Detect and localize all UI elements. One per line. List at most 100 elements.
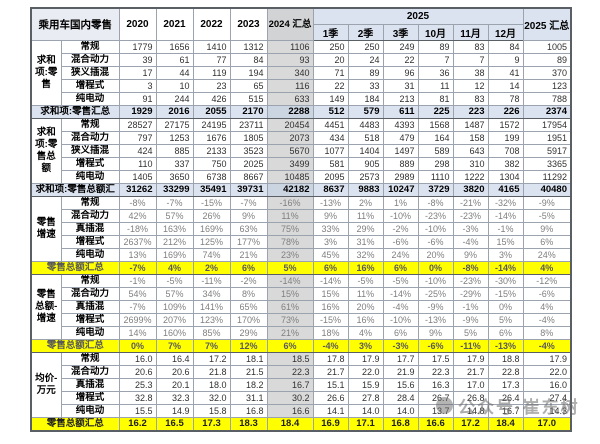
total-cell: 17.3 <box>192 417 231 432</box>
total-cell: 40480 <box>522 183 572 197</box>
data-cell: 515 <box>229 92 268 106</box>
data-cell: 6% <box>487 326 524 340</box>
data-cell: 24195 <box>192 118 231 132</box>
data-cell: 14 <box>487 79 524 93</box>
data-cell: -1% <box>118 274 157 288</box>
data-cell: 4451 <box>312 118 349 132</box>
data-cell: 1106 <box>266 40 314 54</box>
total-cell: -8% <box>452 261 489 275</box>
data-cell: 1222 <box>452 170 489 184</box>
data-cell: 9 <box>487 53 524 67</box>
data-cell: 750 <box>192 157 231 171</box>
total-row-label: 零售总额汇总 <box>30 339 120 353</box>
category-label: 增程式 <box>60 391 120 405</box>
total-cell: 31262 <box>118 183 157 197</box>
data-cell: 581 <box>312 157 349 171</box>
data-cell: 14.9 <box>155 404 194 418</box>
data-cell: -7% <box>118 300 157 314</box>
total-cell: 6% <box>266 339 314 353</box>
data-cell: 9% <box>229 209 268 223</box>
data-cell: -4% <box>522 313 572 327</box>
data-cell: 74% <box>192 248 231 262</box>
data-cell: 1405 <box>118 170 157 184</box>
data-cell: 5% <box>452 326 489 340</box>
data-cell: -2% <box>229 274 268 288</box>
data-cell: 14.0 <box>347 404 384 418</box>
data-cell: 8667 <box>229 170 268 184</box>
data-cell: 1572 <box>487 118 524 132</box>
data-cell: 1304 <box>487 170 524 184</box>
data-cell: 26.6 <box>312 391 349 405</box>
total-cell: -14% <box>487 261 524 275</box>
data-cell: 3365 <box>522 157 572 171</box>
data-cell: 71 <box>312 66 349 80</box>
total-row-label: 零售总额汇总 <box>30 417 120 432</box>
data-cell: 22.0 <box>347 365 384 379</box>
table-row: 混合动力 42% 57% 26% 9% 11% 9% 11% -10% -23% -23% -14% -… <box>31 209 572 223</box>
total-cell: -6% <box>417 339 454 353</box>
data-cell: -6% <box>417 235 454 249</box>
data-cell: 21.9 <box>382 365 419 379</box>
total-cell: 17.2 <box>452 417 489 432</box>
total-row-label: 求和项:零售汇总 <box>30 105 120 119</box>
total-row: 求和项:零售总额汇 31262 33299 35491 39731 42182 8637 98… <box>30 183 572 197</box>
data-cell: 298 <box>417 157 454 171</box>
category-label: 纯电动 <box>60 170 120 184</box>
category-label: 常规 <box>60 352 120 366</box>
table-row: 增程式 2637% 212% 125% 177% 78% 3% 31% -6% -6% -4% 15%… <box>31 235 572 249</box>
data-cell: 3499 <box>266 157 314 171</box>
data-cell: 16.4 <box>155 352 194 366</box>
total-row: 求和项:零售汇总 1929 2016 2055 2170 2288 512 579 611 225… <box>30 105 572 119</box>
data-cell: 194 <box>229 66 268 80</box>
category-label: 增程式 <box>60 313 120 327</box>
data-cell: -11% <box>192 274 231 288</box>
data-cell: -14% <box>266 274 314 288</box>
data-cell: 12 <box>452 79 489 93</box>
data-cell: 18% <box>312 326 349 340</box>
total-cell: 8637 <box>312 183 349 197</box>
data-cell: 310 <box>452 157 489 171</box>
data-cell: 31 <box>382 79 419 93</box>
table-row: 纯电动 15.5 14.9 15.8 16.8 16.6 14.1 14.0 14.0 13.7 1… <box>31 404 572 418</box>
data-cell: 17.9 <box>347 352 384 366</box>
total-cell: 16% <box>347 261 384 275</box>
row-group-label: 求和项:零售 <box>30 40 62 106</box>
data-cell: 45% <box>312 248 349 262</box>
data-cell: -15% <box>312 313 349 327</box>
table-row: 增程式 32.8 32.3 32.0 31.1 30.2 26.6 27.8 28.4 26.7 2… <box>31 391 572 405</box>
row-group-label: 求和项:零售总额 <box>30 118 62 184</box>
total-cell: -3% <box>382 339 419 353</box>
total-cell: 4% <box>522 261 572 275</box>
data-cell: 116 <box>266 79 314 93</box>
total-cell: 10247 <box>382 183 419 197</box>
data-cell: 170% <box>229 313 268 327</box>
data-cell: 13.7 <box>417 404 454 418</box>
total-cell: 2288 <box>266 105 314 119</box>
data-cell: 91 <box>118 92 157 106</box>
total-cell: -7% <box>118 261 157 275</box>
data-cell: 244 <box>155 92 194 106</box>
table-row: 纯电动 13% 169% 74% 21% 23% 45% 32% 24% 20% 9% 3% 24% <box>31 248 572 262</box>
data-cell: -13% <box>417 313 454 327</box>
data-cell: 1779 <box>118 40 157 54</box>
data-cell: 2095 <box>312 170 349 184</box>
data-cell: 31.1 <box>229 391 268 405</box>
data-cell: 26% <box>192 209 231 223</box>
data-cell: -10% <box>417 222 454 236</box>
data-cell: 29% <box>347 222 384 236</box>
data-cell: 22 <box>382 53 419 67</box>
data-cell: 797 <box>118 131 157 145</box>
data-cell: -21% <box>452 196 489 210</box>
data-cell: 83 <box>452 92 489 106</box>
data-cell: 17.7 <box>382 352 419 366</box>
table-row: 零售增速 常规 -8% -7% -15% -7% -16% -13% 2% 1% -8% -21% -3… <box>30 196 572 262</box>
data-cell: -13% <box>312 196 349 210</box>
data-cell: 57% <box>155 209 194 223</box>
col-header-dec: 12月 <box>487 24 524 41</box>
data-cell: 65% <box>229 300 268 314</box>
data-cell: 18.0 <box>192 378 231 392</box>
data-cell: 15% <box>487 235 524 249</box>
category-label: 混合动力 <box>60 53 120 67</box>
category-label: 纯电动 <box>60 92 120 106</box>
data-cell: 81 <box>417 92 454 106</box>
